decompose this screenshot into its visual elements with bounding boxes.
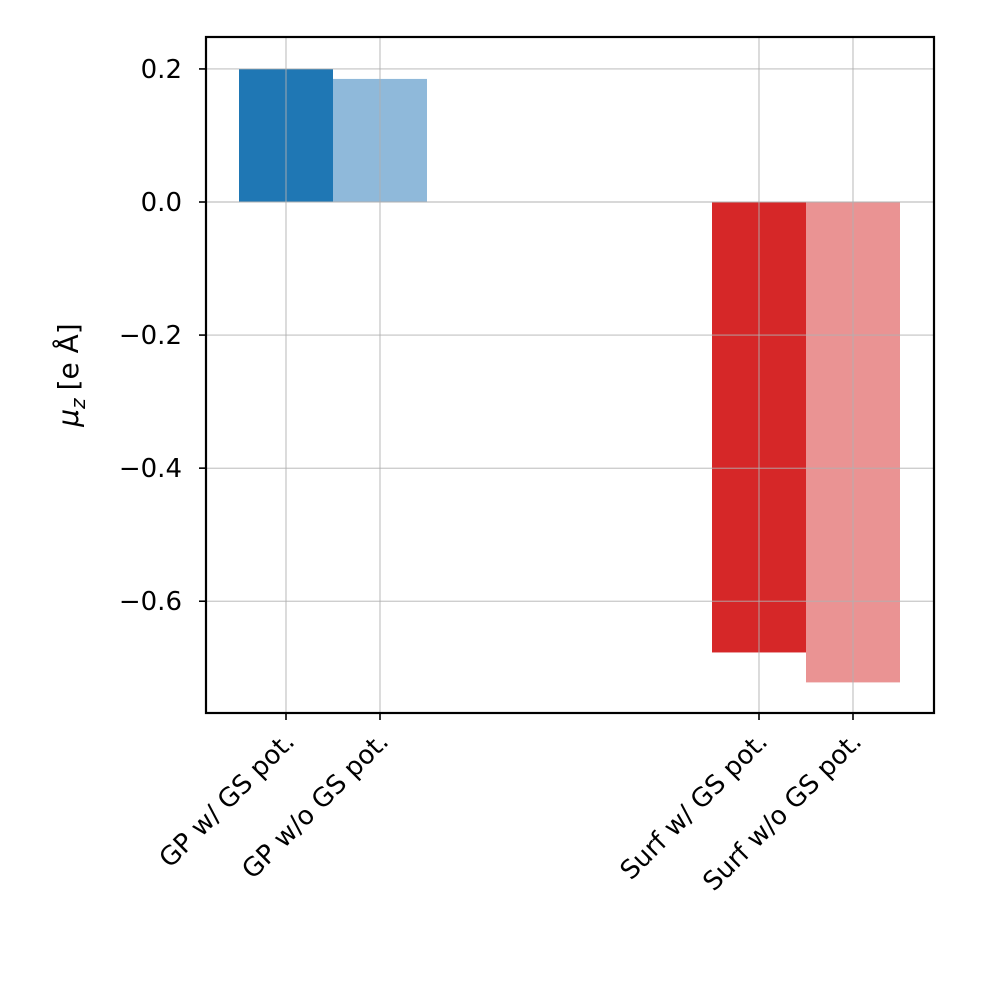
y-axis-label-unit: [e Å] <box>51 323 85 390</box>
y-axis-label-subscript: z <box>66 398 90 410</box>
bars <box>239 68 900 683</box>
y-tick-label-0: 0.2 <box>141 55 182 85</box>
y-tick-label-4: −0.6 <box>119 587 182 617</box>
x-axis-ticks: GP w/ GS pot.GP w/o GS pot. Surf w/ GS po… <box>154 713 868 897</box>
y-axis-label-symbol: μ <box>52 409 85 428</box>
y-tick-label-3: −0.4 <box>119 454 182 484</box>
y-axis-label: μz [e Å] <box>51 323 90 427</box>
plot-area-frame <box>204 35 936 715</box>
y-tick-label-1: 0.0 <box>141 188 182 218</box>
grid-lines <box>206 37 934 713</box>
y-axis-ticks: 0.2 0.0 −0.2 −0.4 −0.6 <box>119 55 206 617</box>
x-tick-label-3: Surf w/o GS pot. <box>697 727 867 897</box>
y-tick-label-2: −0.2 <box>119 321 182 351</box>
y-axis-label-text: μz [e Å] <box>51 323 90 427</box>
